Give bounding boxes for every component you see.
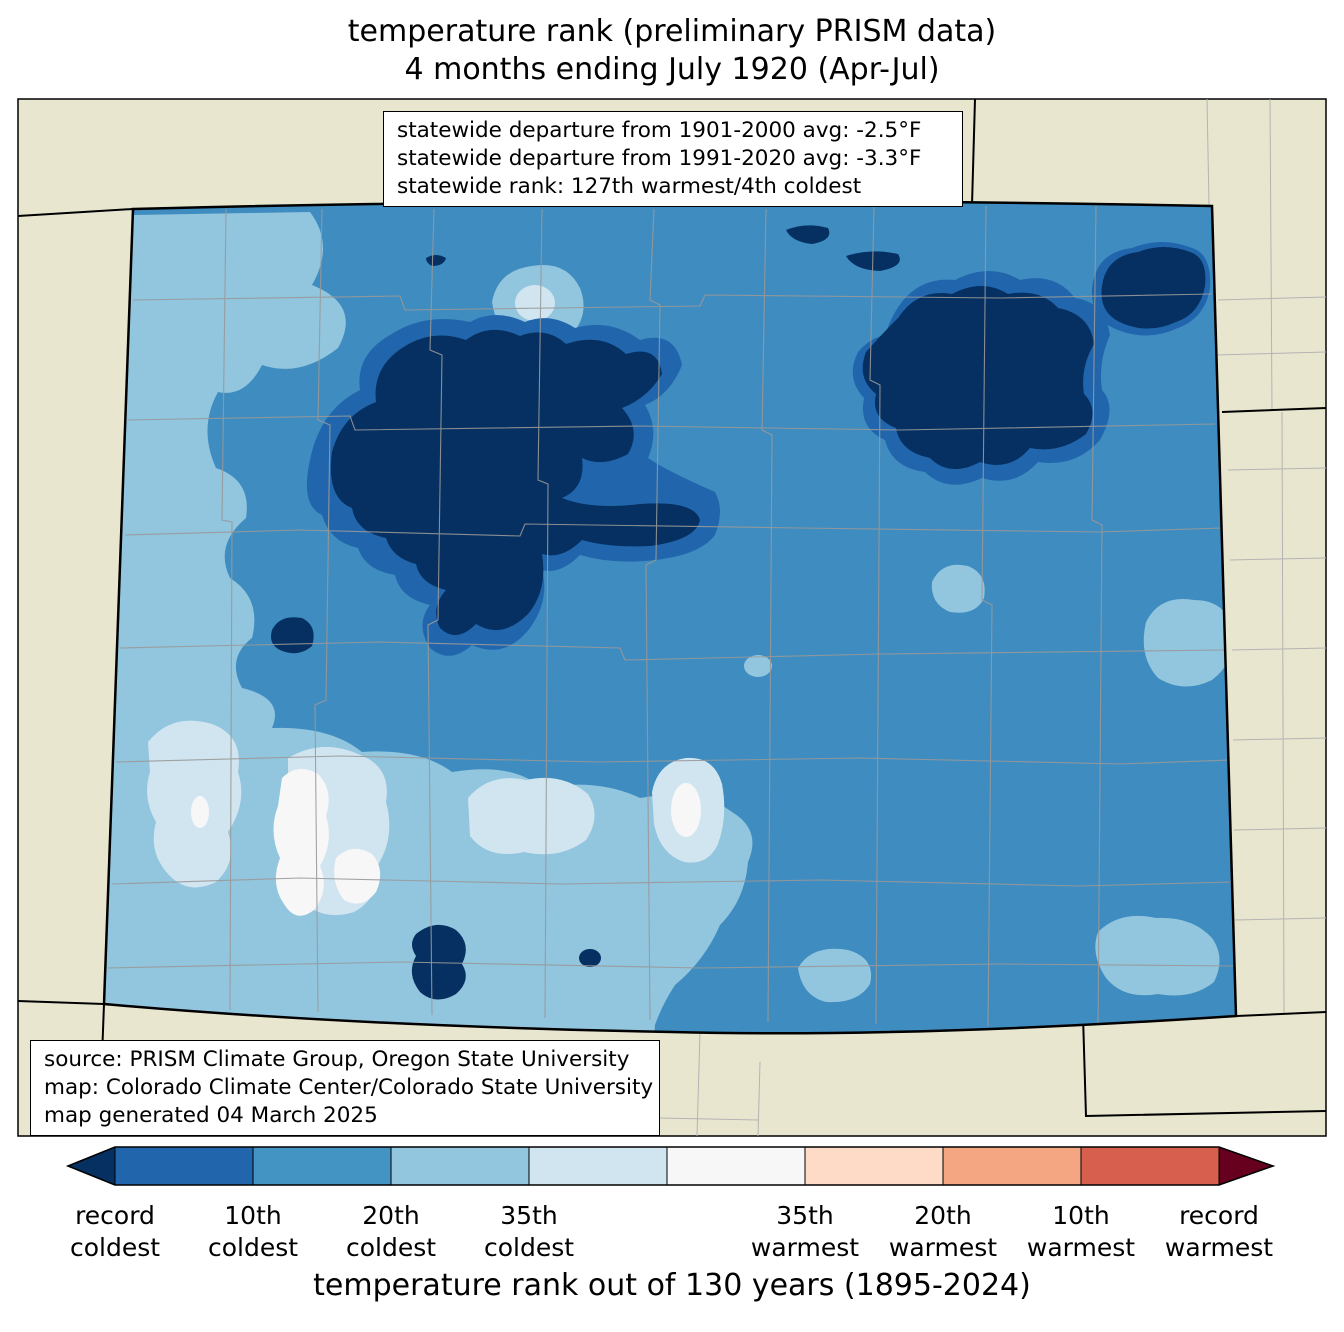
white-rank-region <box>273 768 329 916</box>
light-rank-region <box>798 948 872 1003</box>
colorbar-dividers <box>114 1147 1220 1185</box>
colorado-fill <box>104 201 1236 1034</box>
colorbar-segment <box>1081 1147 1219 1185</box>
colorbar-label-record-warmest: record warmest <box>1165 1200 1273 1264</box>
stats-line: statewide departure from 1991-2020 avg: … <box>397 146 922 171</box>
record-coldest-region <box>411 924 466 1000</box>
colorbar-label-line: 20th <box>362 1201 420 1230</box>
colorbar-segment <box>391 1147 529 1185</box>
colorbar-outline <box>65 1146 1276 1186</box>
colorbar-label-line: record <box>1179 1201 1259 1230</box>
colorbar-label-line: 10th <box>224 1201 282 1230</box>
record-coldest-region <box>579 949 601 967</box>
source-line: map: Colorado Climate Center/Colorado St… <box>44 1075 654 1100</box>
page-subtitle: 4 months ending July 1920 (Apr-Jul) <box>404 52 940 87</box>
source-line: map generated 04 March 2025 <box>44 1103 378 1128</box>
light-rank-region <box>104 212 753 1034</box>
light-rank-region <box>744 655 772 677</box>
colorbar-label-10th-coldest: 10th coldest <box>208 1200 298 1264</box>
colorbar-segment <box>253 1147 391 1185</box>
white-rank-region <box>334 848 381 904</box>
colorbar-label-line: 35th <box>776 1201 834 1230</box>
stats-line: statewide rank: 127th warmest/4th coldes… <box>397 174 862 199</box>
stats-line: statewide departure from 1901-2000 avg: … <box>397 118 922 143</box>
record-coldest-region <box>862 286 1094 470</box>
record-coldest-region <box>786 225 830 244</box>
colorbar-segment <box>943 1147 1081 1185</box>
colorbar-label-line: coldest <box>207 1233 299 1262</box>
colorbar-label-line: 20th <box>914 1201 972 1230</box>
light-rank-region <box>931 564 985 613</box>
record-coldest-region <box>330 329 700 636</box>
pale-rank-region <box>515 285 555 321</box>
colorbar-label-record-coldest: record coldest <box>70 1200 160 1264</box>
white-rank-region <box>671 783 701 837</box>
colorbar-label-line: 35th <box>500 1201 558 1230</box>
colorbar-label-line: coldest <box>345 1233 437 1262</box>
white-rank-region <box>191 796 209 828</box>
colorbar-label-line: coldest <box>483 1233 575 1262</box>
pale-rank-region <box>468 777 595 855</box>
record-coldest-region <box>426 255 446 266</box>
colorbar <box>65 1146 1276 1186</box>
colorbar-label-35th-warmest: 35th warmest <box>751 1200 859 1264</box>
colorbar-arrow-left <box>68 1147 115 1185</box>
colorbar-label-line: warmest <box>750 1233 860 1262</box>
colorbar-label-35th-coldest: 35th coldest <box>484 1200 574 1264</box>
colorbar-caption: temperature rank out of 130 years (1895-… <box>313 1268 1031 1303</box>
colorbar-segment <box>115 1147 253 1185</box>
colorbar-segment <box>805 1147 943 1185</box>
colorbar-label-20th-warmest: 20th warmest <box>889 1200 997 1264</box>
colorbar-label-line: coldest <box>69 1233 161 1262</box>
source-box: source: PRISM Climate Group, Oregon Stat… <box>30 1040 660 1136</box>
county-lines <box>107 205 1235 1028</box>
outside-county-lines <box>659 98 1327 1137</box>
record-coldest-region <box>1101 247 1206 329</box>
colorbar-segment <box>667 1147 805 1185</box>
light-rank-region <box>1095 915 1220 996</box>
light-rank-region <box>1143 598 1234 687</box>
colorbar-label-line: warmest <box>1026 1233 1136 1262</box>
colorbar-label-20th-coldest: 20th coldest <box>346 1200 436 1264</box>
colorbar-label-line: warmest <box>888 1233 998 1262</box>
statewide-stats-box: statewide departure from 1901-2000 avg: … <box>383 111 963 207</box>
colorbar-label-line: record <box>75 1201 155 1230</box>
colorbar-label-line: warmest <box>1164 1233 1274 1262</box>
colorbar-segment <box>529 1147 667 1185</box>
page-title: temperature rank (preliminary PRISM data… <box>347 14 997 49</box>
colorbar-arrow-right <box>1219 1147 1273 1185</box>
colorbar-label-line: 10th <box>1052 1201 1110 1230</box>
colorbar-label-10th-warmest: 10th warmest <box>1027 1200 1135 1264</box>
source-line: source: PRISM Climate Group, Oregon Stat… <box>44 1047 630 1072</box>
